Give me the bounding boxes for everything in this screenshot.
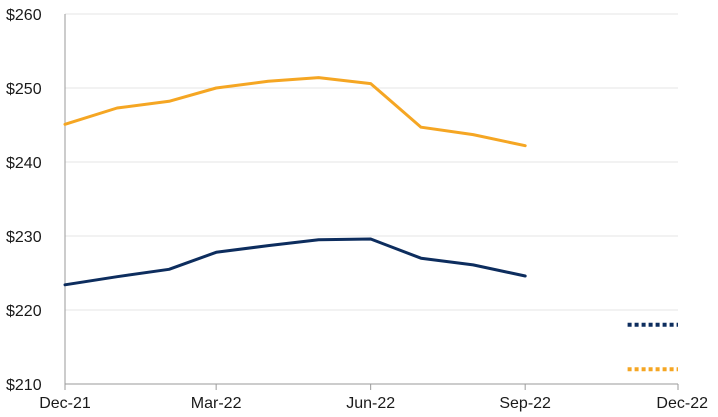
y-tick-label: $230 [6, 229, 42, 246]
x-tick-label: Jun-22 [346, 395, 395, 412]
y-tick-label: $260 [6, 7, 42, 24]
grid [65, 13, 678, 311]
y-tick-label: $220 [6, 303, 42, 320]
series [63, 76, 678, 372]
tick-labels: $210 $220 $230 $240 $250 $260 Dec-21 Mar-22 Jun-… [6, 7, 708, 412]
y-tick-label: $250 [6, 81, 42, 98]
series-line-0 [63, 76, 527, 148]
x-tick-label: Dec-21 [39, 395, 91, 412]
axes [64, 14, 679, 390]
series-line-1 [63, 237, 527, 287]
y-tick-label: $240 [6, 155, 42, 172]
x-tick-label: Dec-22 [656, 395, 708, 412]
x-tick-label: Sep-22 [499, 395, 551, 412]
x-tick-label: Mar-22 [191, 395, 242, 412]
y-tick-label: $210 [6, 377, 42, 394]
